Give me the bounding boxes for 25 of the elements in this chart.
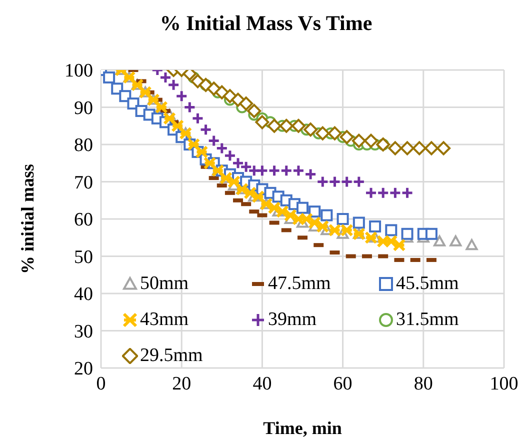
x-tick-label: 100 xyxy=(490,373,518,394)
legend-label: 50mm xyxy=(140,273,189,295)
y-tick-label: 30 xyxy=(74,321,93,342)
y-tick-label: 20 xyxy=(74,358,93,380)
legend-label: 47.5mm xyxy=(268,273,331,295)
legend-label: 39mm xyxy=(268,309,317,331)
y-tick-label: 80 xyxy=(74,135,93,156)
x-tick-label: 80 xyxy=(414,373,433,394)
x-tick-label: 40 xyxy=(252,373,272,394)
x-tick-label: 20 xyxy=(172,373,192,394)
y-tick-label: 50 xyxy=(74,246,93,268)
y-tick-label: 40 xyxy=(74,284,93,306)
x-tick-label: 0 xyxy=(96,373,106,394)
x-tick-label: 60 xyxy=(333,373,352,394)
legend-label: 43mm xyxy=(140,309,189,331)
y-tick-label: 60 xyxy=(74,210,93,231)
y-tick-label: 90 xyxy=(74,98,93,119)
chart-title: % Initial Mass Vs Time xyxy=(158,10,374,37)
x-axis-title: Time, min xyxy=(263,418,342,438)
legend-label: 31.5mm xyxy=(396,309,459,331)
legend-label: 45.5mm xyxy=(396,273,459,295)
legend-label: 29.5mm xyxy=(140,345,203,367)
y-tick-label: 100 xyxy=(64,60,93,82)
y-tick-label: 70 xyxy=(74,172,93,194)
y-axis-title: % initial mass xyxy=(17,164,38,274)
